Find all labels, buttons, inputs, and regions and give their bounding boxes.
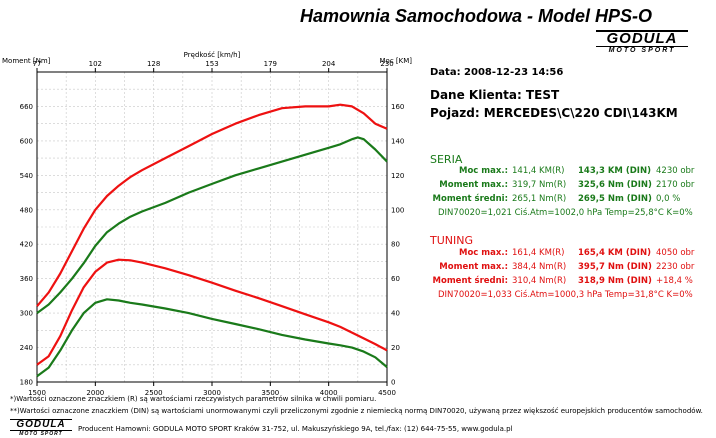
- y-right-tick-label: 140: [391, 137, 404, 145]
- row-label: Moment max.:: [439, 262, 508, 272]
- x-tick-label: 3000: [203, 389, 221, 395]
- y-left-tick-label: 240: [20, 344, 33, 352]
- tuning-din-line: DIN70020=1,033 Ciś.Atm=1000,3 hPa Temp=3…: [438, 290, 693, 300]
- footer-text: Producent Hamowni: GODULA MOTO SPORT Kra…: [78, 425, 513, 433]
- y-left-tick-label: 180: [20, 379, 33, 387]
- y-right-tick-label: 100: [391, 206, 404, 214]
- footnote-din: **)Wartości oznaczone znaczkiem (DIN) są…: [10, 407, 703, 415]
- y-right-axis-title: Moc [KM]: [380, 57, 413, 65]
- top-tick-label: 230: [380, 60, 393, 68]
- seria-power-line: [36, 136, 388, 314]
- row-real: 384,4 Nm(R): [512, 262, 567, 272]
- row-real: 141,4 KM(R): [512, 166, 565, 176]
- client-label: Dane Klienta: TEST: [430, 88, 560, 102]
- y-left-tick-label: 300: [20, 310, 33, 318]
- top-tick-label: 153: [205, 60, 218, 68]
- seria-title: SERIA: [430, 153, 463, 166]
- row-din: 318,9 Nm (DIN): [578, 276, 652, 286]
- y-left-axis-title: Moment [Nm]: [2, 57, 51, 65]
- tuning-power-line: [36, 103, 388, 307]
- x-tick-label: 2000: [86, 389, 104, 395]
- row-din: 395,7 Nm (DIN): [578, 262, 652, 272]
- tuning-torque-line: [36, 258, 388, 366]
- row-extra: 2230 obr: [656, 262, 695, 272]
- row-label: Moment średni:: [432, 194, 508, 204]
- row-label: Moc max.:: [459, 166, 508, 176]
- row-extra: 0,0 %: [656, 194, 681, 204]
- x-tick-label: 4500: [378, 389, 396, 395]
- series-layer: [36, 103, 388, 378]
- x-tick-label: 1500: [28, 389, 46, 395]
- chart-grid: [36, 71, 388, 383]
- row-extra: 4050 obr: [656, 248, 695, 258]
- y-left-tick-label: 420: [20, 241, 33, 249]
- footnotes: *)Wartości oznaczone znaczkiem (R) są wa…: [10, 393, 703, 417]
- x-top-axis-title: Prędkość [km/h]: [184, 51, 241, 59]
- row-label: Moment średni:: [432, 276, 508, 286]
- y-right-tick-label: 120: [391, 172, 404, 180]
- y-right-tick-label: 80: [391, 241, 400, 249]
- seria-din-line: DIN70020=1,021 Ciś.Atm=1002,0 hPa Temp=2…: [438, 208, 693, 218]
- top-tick-label: 204: [322, 60, 336, 68]
- logo-sub-text: MOTO SPORT: [608, 47, 676, 54]
- x-tick-label: 2500: [145, 389, 163, 395]
- vehicle-label: Pojazd: MERCEDES\C\220 CDI\143KM: [430, 106, 678, 120]
- y-left-tick-label: 600: [20, 137, 33, 145]
- seria-row-avg-torque: Moment średni: 265,1 Nm(R) 269,5 Nm (DIN…: [430, 194, 710, 208]
- date-label: Data: 2008-12-23 14:56: [430, 67, 564, 78]
- seria-torque-line: [36, 298, 388, 378]
- top-tick-label: 102: [89, 60, 102, 68]
- row-extra: +18,4 %: [656, 276, 693, 286]
- x-tick-label: 4000: [320, 389, 338, 395]
- page-title: Hamownia Samochodowa - Model HPS-O: [300, 6, 653, 26]
- top-tick-label: 77: [33, 60, 42, 68]
- y-right-tick-label: 0: [391, 379, 395, 387]
- y-right-tick-label: 40: [391, 310, 400, 318]
- tuning-title: TUNING: [430, 234, 473, 247]
- y-right-tick-label: 60: [391, 275, 400, 283]
- top-tick-label: 128: [147, 60, 160, 68]
- row-din: 165,4 KM (DIN): [578, 248, 651, 258]
- y-right-tick-label: 20: [391, 344, 400, 352]
- row-extra: 4230 obr: [656, 166, 695, 176]
- y-right-tick-label: 160: [391, 103, 404, 111]
- footer-logo-main: GODULA: [10, 419, 72, 431]
- tuning-table: Moc max.: 161,4 KM(R) 165,4 KM (DIN) 405…: [430, 248, 710, 300]
- tuning-row-avg-torque: Moment średni: 310,4 Nm(R) 318,9 Nm (DIN…: [430, 276, 710, 290]
- tuning-row-power: Moc max.: 161,4 KM(R) 165,4 KM (DIN) 405…: [430, 248, 710, 262]
- row-real: 161,4 KM(R): [512, 248, 565, 258]
- seria-row-torque: Moment max.: 319,7 Nm(R) 325,6 Nm (DIN) …: [430, 180, 710, 194]
- row-extra: 2170 obr: [656, 180, 695, 190]
- godula-logo: GODULA MOTO SPORT: [596, 30, 688, 54]
- row-label: Moment max.:: [439, 180, 508, 190]
- y-left-tick-label: 360: [20, 275, 33, 283]
- x-tick-label: 3500: [261, 389, 279, 395]
- row-real: 319,7 Nm(R): [512, 180, 567, 190]
- row-real: 265,1 Nm(R): [512, 194, 567, 204]
- y-left-tick-label: 480: [20, 206, 33, 214]
- row-label: Moc max.:: [459, 248, 508, 258]
- footer-logo-sub: MOTO SPORT: [19, 431, 63, 437]
- seria-row-power: Moc max.: 141,4 KM(R) 143,3 KM (DIN) 423…: [430, 166, 710, 180]
- y-left-tick-label: 660: [20, 103, 33, 111]
- footer-logo: GODULA MOTO SPORT: [10, 419, 72, 437]
- row-din: 143,3 KM (DIN): [578, 166, 651, 176]
- top-tick-label: 179: [264, 60, 277, 68]
- tuning-row-torque: Moment max.: 384,4 Nm(R) 395,7 Nm (DIN) …: [430, 262, 710, 276]
- logo-main-text: GODULA: [596, 30, 688, 47]
- seria-table: Moc max.: 141,4 KM(R) 143,3 KM (DIN) 423…: [430, 166, 710, 218]
- row-din: 325,6 Nm (DIN): [578, 180, 652, 190]
- row-din: 269,5 Nm (DIN): [578, 194, 652, 204]
- row-real: 310,4 Nm(R): [512, 276, 567, 286]
- footnote-real: *)Wartości oznaczone znaczkiem (R) są wa…: [10, 395, 377, 403]
- y-left-tick-label: 540: [20, 172, 33, 180]
